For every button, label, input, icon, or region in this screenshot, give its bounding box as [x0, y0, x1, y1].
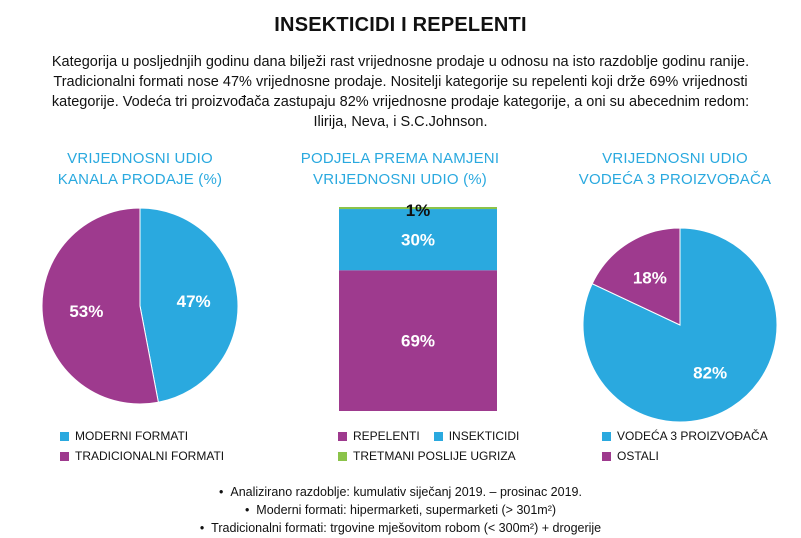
producers-pie-slice-label: 82%: [693, 364, 727, 383]
intro-line: Tradicionalni formati nose 47% vrijednos…: [53, 74, 748, 90]
legend-swatch: [60, 431, 69, 441]
producers-legend: VODEĆA 3 PROIZVOĐAČA OSTALI: [602, 426, 768, 466]
channel-pie-slice: [41, 207, 159, 405]
channel-pie-slice-label: 47%: [177, 292, 211, 311]
channel-chart-title-line: VRIJEDNOSNI UDIO: [67, 150, 213, 167]
purpose-chart-title-line: PODJELA PREMA NAMJENI: [300, 150, 500, 167]
legend-swatch: [338, 431, 347, 441]
channel-legend: MODERNI FORMATI TRADICIONALNI FORMATI: [60, 426, 224, 466]
legend-label: TRADICIONALNI FORMATI: [75, 449, 225, 463]
channel-chart-title-line: KANALA PRODAJE (%): [57, 171, 223, 188]
legend-label: INSEKTICIDI: [448, 429, 520, 443]
page-title: INSEKTICIDI I REPELENTI: [274, 14, 527, 36]
legend-row: TRETMANI POSLIJE UGRIZA: [338, 446, 533, 466]
legend-row: REPELENTI INSEKTICIDI: [338, 426, 533, 446]
legend-item: INSEKTICIDI: [433, 429, 520, 443]
purpose-bar-label: 1%: [406, 201, 431, 220]
legend-swatch: [433, 431, 443, 441]
legend-item: TRADICIONALNI FORMATI: [60, 446, 224, 466]
footnote: • Moderni formati: hipermarketi, superma…: [244, 503, 557, 517]
footnotes: • Analizirano razdoblje: kumulativ siječ…: [0, 483, 801, 537]
purpose-bar-segment: [339, 209, 497, 271]
purpose-bar-label: 69%: [401, 332, 435, 351]
intro-line: Ilirija, Neva, i S.C.Johnson.: [313, 114, 488, 130]
footnote-text: Analizirano razdoblje: kumulativ siječan…: [230, 485, 582, 499]
producers-pie-slice-label: 18%: [633, 268, 667, 287]
producers-pie-slice: [591, 227, 681, 326]
legend-label: MODERNI FORMATI: [75, 429, 189, 443]
purpose-chart-title-line: VRIJEDNOSNI UDIO (%): [312, 171, 487, 188]
legend-label: VODEĆA 3 PROIZVOĐAČA: [617, 429, 768, 443]
producers-chart-title: VRIJEDNOSNI UDIO VODEĆA 3 PROIZVOĐAČA: [570, 148, 780, 190]
footnote-text: Tradicionalni formati: trgovine mješovit…: [211, 521, 602, 535]
legend-swatch: [338, 451, 347, 461]
intro-line: kategorije. Vodeća tri proizvođača zastu…: [51, 94, 750, 110]
legend-label: TRETMANI POSLIJE UGRIZA: [353, 449, 516, 463]
purpose-bar-segment: [339, 270, 497, 411]
legend-label: OSTALI: [617, 449, 659, 463]
footnote: • Analizirano razdoblje: kumulativ siječ…: [219, 485, 582, 499]
intro-text: Kategorija u posljednjih godinu dana bil…: [20, 52, 781, 132]
purpose-bar-segment: [339, 207, 497, 210]
legend-item: REPELENTI: [338, 429, 420, 443]
producers-chart-title-line: VODEĆA 3 PROIZVOĐAČA: [578, 171, 772, 188]
intro-line: Kategorija u posljednjih godinu dana bil…: [51, 54, 750, 70]
legend-swatch: [602, 451, 611, 461]
legend-label: REPELENTI: [353, 429, 420, 443]
producers-chart-title-line: VRIJEDNOSNI UDIO: [602, 150, 748, 167]
legend-swatch: [60, 451, 69, 461]
footnote: • Tradicionalni formati: trgovine mješov…: [199, 521, 602, 535]
legend-item: VODEĆA 3 PROIZVOĐAČA: [602, 426, 768, 446]
legend-item: MODERNI FORMATI: [60, 426, 224, 446]
channel-pie-slice-label: 53%: [69, 302, 103, 321]
footnote-text: Moderni formati: hipermarketi, supermark…: [256, 503, 557, 517]
channel-pie-slice: [139, 207, 239, 403]
legend-item: TRETMANI POSLIJE UGRIZA: [338, 449, 516, 463]
legend-swatch: [602, 431, 611, 441]
purpose-bar-label: 30%: [401, 231, 435, 250]
legend-item: OSTALI: [602, 446, 768, 466]
purpose-chart-title: PODJELA PREMA NAMJENI VRIJEDNOSNI UDIO (…: [290, 148, 510, 190]
channel-chart-title: VRIJEDNOSNI UDIO KANALA PRODAJE (%): [40, 148, 240, 190]
purpose-legend: REPELENTI INSEKTICIDI TRETMANI POSLIJE U…: [338, 426, 533, 466]
